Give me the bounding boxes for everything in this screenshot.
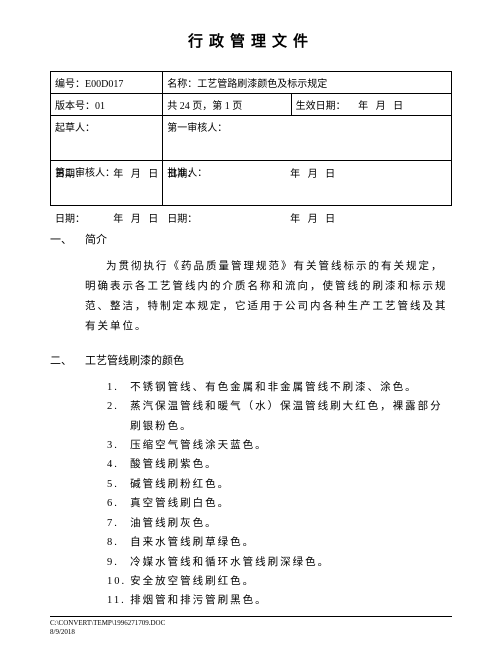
version-label: 版本号： — [55, 101, 95, 112]
pages-text: 共 24 页，第 1 页 — [163, 94, 291, 116]
section-num: 一、 — [50, 231, 85, 337]
footer-path: C:\CONVERT\TEMP\1996271709.DOC — [50, 619, 452, 628]
footer: C:\CONVERT\TEMP\1996271709.DOC 8/9/2018 — [50, 616, 452, 637]
list-item: 7.油管线刷灰色。 — [107, 514, 452, 533]
item-text: 酸管线刷紫色。 — [130, 455, 218, 474]
item-text: 真空管线刷白色。 — [130, 494, 230, 513]
day-unit: 日 — [148, 169, 158, 180]
list-item: 6.真空管线刷白色。 — [107, 494, 452, 513]
item-text: 压缩空气管线涂天蓝色。 — [130, 436, 268, 455]
code-value: E00D017 — [85, 79, 123, 90]
section-2: 二、 工艺管线刷漆的颜色 1.不锈钢管线、有色金属和非金属管线不刷漆、涂色。 2… — [50, 352, 452, 611]
section-num: 二、 — [50, 352, 85, 611]
month-unit: 月 — [308, 169, 318, 180]
drafter-label: 起草人： — [55, 119, 158, 134]
first-reviewer-label: 第一审核人： — [167, 119, 447, 134]
name-value: 工艺管路刷漆颜色及标示规定 — [197, 79, 327, 90]
day-unit: 日 — [393, 101, 403, 112]
month-unit: 月 — [308, 214, 318, 225]
list-item: 2.蒸汽保温管线和暖气（水）保温管线刷大红色，裸露部分刷银粉色。 — [107, 397, 452, 436]
version-value: 01 — [95, 101, 105, 112]
section-para: 为贯彻执行《药品质量管理规范》有关管线标示的有关规定，明确表示各工艺管线内的介质… — [85, 257, 452, 337]
date-label: 日期： — [167, 210, 197, 225]
list-item: 10.安全放空管线刷红色。 — [107, 572, 452, 591]
list-item: 9.冷媒水管线和循环水管线刷深绿色。 — [107, 553, 452, 572]
month-unit: 月 — [131, 214, 141, 225]
footer-date: 8/9/2018 — [50, 628, 452, 637]
item-text: 蒸汽保温管线和暖气（水）保温管线刷大红色，裸露部分刷银粉色。 — [130, 397, 452, 436]
item-text: 冷媒水管线和循环水管线刷深绿色。 — [130, 553, 330, 572]
year-unit: 年 — [113, 214, 123, 225]
list-item: 5.碱管线刷粉红色。 — [107, 475, 452, 494]
list-item: 4.酸管线刷紫色。 — [107, 455, 452, 474]
doc-title: 行政管理文件 — [50, 30, 452, 51]
item-text: 碱管线刷粉红色。 — [130, 475, 230, 494]
list-item: 3.压缩空气管线涂天蓝色。 — [107, 436, 452, 455]
day-unit: 日 — [325, 169, 335, 180]
section-heading: 简介 — [85, 231, 452, 247]
year-unit: 年 — [290, 214, 300, 225]
section-1: 一、 简介 为贯彻执行《药品质量管理规范》有关管线标示的有关规定，明确表示各工艺… — [50, 231, 452, 337]
effective-label: 生效日期： — [296, 101, 346, 112]
name-label: 名称： — [167, 79, 197, 90]
item-text: 不锈钢管线、有色金属和非金属管线不刷漆、涂色。 — [130, 378, 418, 397]
year-unit: 年 — [290, 169, 300, 180]
section-heading: 工艺管线刷漆的颜色 — [85, 352, 452, 368]
list-item: 1.不锈钢管线、有色金属和非金属管线不刷漆、涂色。 — [107, 378, 452, 397]
year-unit: 年 — [358, 101, 368, 112]
item-text: 自来水管线刷草绿色。 — [130, 533, 255, 552]
month-unit: 月 — [376, 101, 386, 112]
item-text: 油管线刷灰色。 — [130, 514, 218, 533]
list-item: 8.自来水管线刷草绿色。 — [107, 533, 452, 552]
item-text: 排烟管和排污管刷黑色。 — [130, 591, 268, 610]
item-list: 1.不锈钢管线、有色金属和非金属管线不刷漆、涂色。 2.蒸汽保温管线和暖气（水）… — [85, 378, 452, 611]
month-unit: 月 — [131, 169, 141, 180]
info-table: 编号：E00D017 名称：工艺管路刷漆颜色及标示规定 版本号：01 共 24 … — [50, 71, 452, 206]
code-label: 编号： — [55, 79, 85, 90]
day-unit: 日 — [325, 214, 335, 225]
day-unit: 日 — [148, 214, 158, 225]
date-label: 日期： — [55, 210, 85, 225]
list-item: 11.排烟管和排污管刷黑色。 — [107, 591, 452, 610]
item-text: 安全放空管线刷红色。 — [130, 572, 255, 591]
